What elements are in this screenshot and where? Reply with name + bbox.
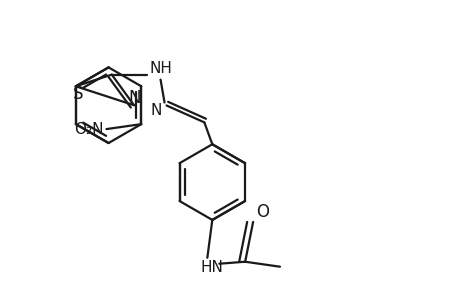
Text: HN: HN: [201, 260, 223, 275]
Text: N: N: [129, 89, 141, 107]
Text: NH: NH: [149, 61, 172, 76]
Text: O₂N: O₂N: [73, 122, 103, 136]
Text: S: S: [73, 85, 83, 103]
Text: N: N: [151, 103, 162, 118]
Text: O: O: [256, 203, 269, 221]
